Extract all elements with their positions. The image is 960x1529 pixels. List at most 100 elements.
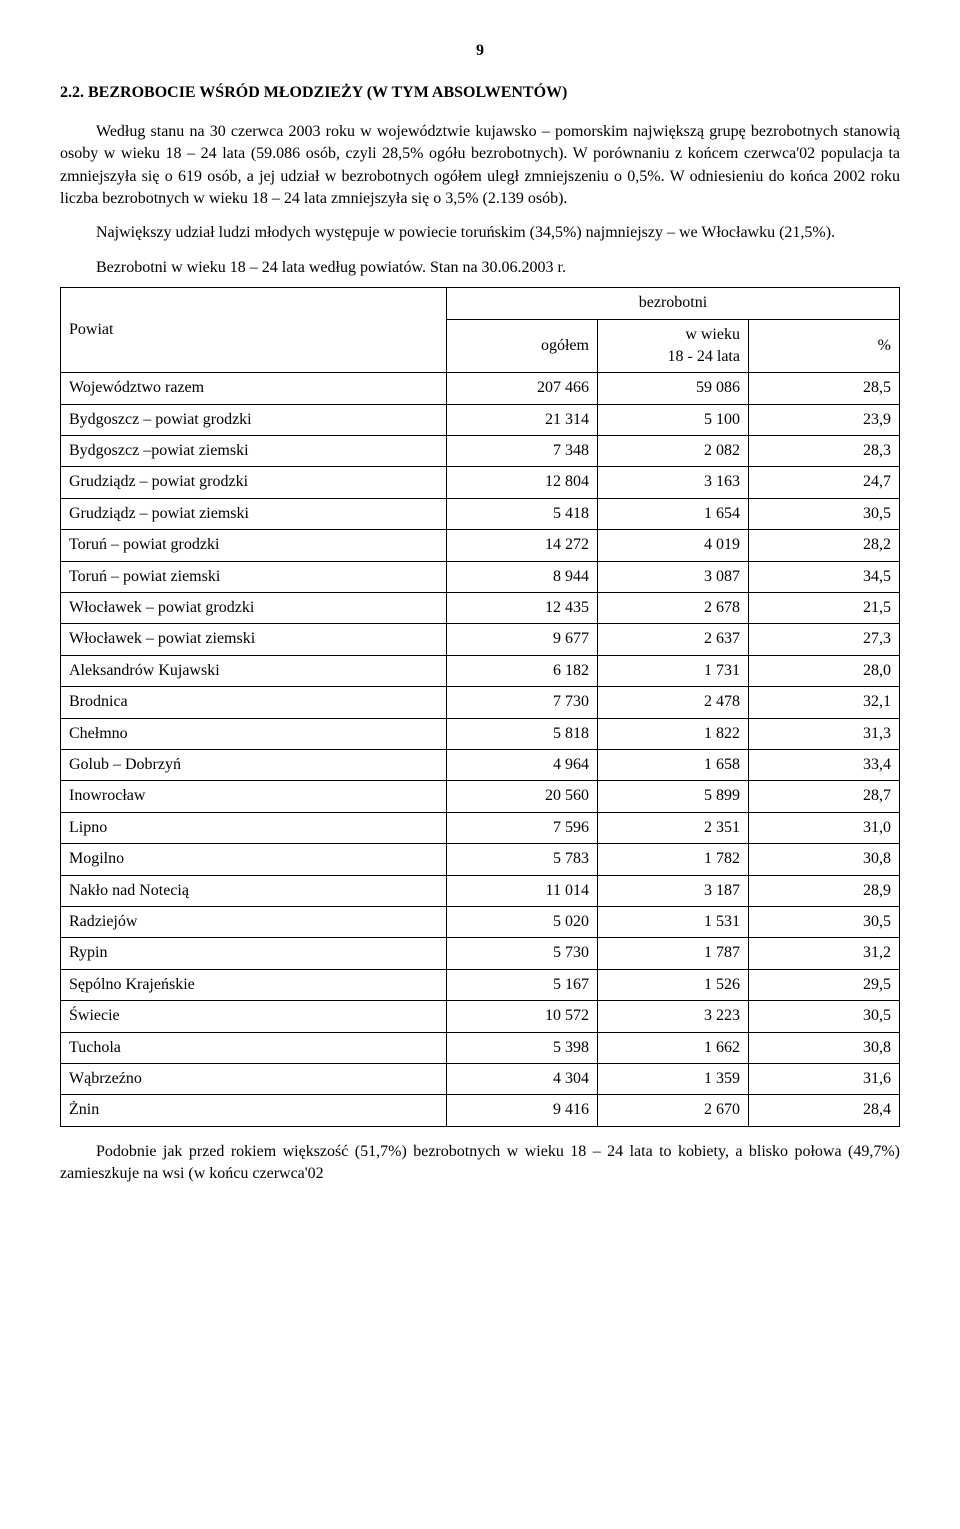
cell-name: Nakło nad Notecią — [61, 875, 447, 906]
th-ogolem: ogółem — [446, 319, 597, 373]
table-row: Rypin5 7301 78731,2 — [61, 938, 900, 969]
table-caption: Bezrobotni w wieku 18 – 24 lata według p… — [60, 257, 900, 279]
cell-wwieku: 2 478 — [597, 687, 748, 718]
cell-name: Włocławek – powiat grodzki — [61, 593, 447, 624]
cell-ogolem: 12 804 — [446, 467, 597, 498]
cell-percent: 31,6 — [748, 1063, 899, 1094]
cell-ogolem: 9 416 — [446, 1095, 597, 1126]
cell-wwieku: 2 670 — [597, 1095, 748, 1126]
cell-name: Toruń – powiat ziemski — [61, 561, 447, 592]
cell-wwieku: 1 822 — [597, 718, 748, 749]
cell-wwieku: 1 531 — [597, 906, 748, 937]
table-row: Tuchola5 3981 66230,8 — [61, 1032, 900, 1063]
cell-wwieku: 2 637 — [597, 624, 748, 655]
table-row: Golub – Dobrzyń4 9641 65833,4 — [61, 749, 900, 780]
table-row: Brodnica7 7302 47832,1 — [61, 687, 900, 718]
cell-ogolem: 21 314 — [446, 404, 597, 435]
cell-name: Żnin — [61, 1095, 447, 1126]
cell-ogolem: 7 730 — [446, 687, 597, 718]
cell-name: Chełmno — [61, 718, 447, 749]
cell-name: Inowrocław — [61, 781, 447, 812]
cell-percent: 30,5 — [748, 1001, 899, 1032]
cell-ogolem: 11 014 — [446, 875, 597, 906]
cell-wwieku: 1 731 — [597, 655, 748, 686]
table-body: Województwo razem207 46659 08628,5Bydgos… — [61, 373, 900, 1126]
paragraph-2: Największy udział ludzi młodych występuj… — [60, 222, 900, 244]
cell-ogolem: 7 596 — [446, 812, 597, 843]
cell-name: Świecie — [61, 1001, 447, 1032]
cell-wwieku: 1 658 — [597, 749, 748, 780]
table-row: Włocławek – powiat ziemski9 6772 63727,3 — [61, 624, 900, 655]
cell-percent: 30,8 — [748, 844, 899, 875]
table-row: Inowrocław20 5605 89928,7 — [61, 781, 900, 812]
th-powiat: Powiat — [61, 288, 447, 373]
cell-ogolem: 5 167 — [446, 969, 597, 1000]
cell-percent: 28,3 — [748, 436, 899, 467]
th-group: bezrobotni — [446, 288, 899, 319]
cell-ogolem: 9 677 — [446, 624, 597, 655]
data-table: Powiat bezrobotni ogółem w wieku 18 - 24… — [60, 287, 900, 1127]
cell-percent: 32,1 — [748, 687, 899, 718]
cell-percent: 30,5 — [748, 498, 899, 529]
cell-percent: 28,7 — [748, 781, 899, 812]
cell-percent: 28,2 — [748, 530, 899, 561]
table-row: Bydgoszcz –powiat ziemski7 3482 08228,3 — [61, 436, 900, 467]
cell-percent: 28,9 — [748, 875, 899, 906]
footer-paragraph: Podobnie jak przed rokiem większość (51,… — [60, 1141, 900, 1186]
cell-percent: 24,7 — [748, 467, 899, 498]
cell-ogolem: 6 182 — [446, 655, 597, 686]
cell-name: Grudziądz – powiat ziemski — [61, 498, 447, 529]
table-row: Radziejów5 0201 53130,5 — [61, 906, 900, 937]
cell-percent: 31,2 — [748, 938, 899, 969]
table-row: Chełmno5 8181 82231,3 — [61, 718, 900, 749]
cell-wwieku: 3 187 — [597, 875, 748, 906]
cell-name: Rypin — [61, 938, 447, 969]
cell-ogolem: 20 560 — [446, 781, 597, 812]
cell-percent: 34,5 — [748, 561, 899, 592]
cell-name: Sępólno Krajeńskie — [61, 969, 447, 1000]
table-row: Świecie10 5723 22330,5 — [61, 1001, 900, 1032]
cell-ogolem: 5 730 — [446, 938, 597, 969]
cell-wwieku: 2 351 — [597, 812, 748, 843]
cell-name: Tuchola — [61, 1032, 447, 1063]
cell-name: Lipno — [61, 812, 447, 843]
cell-ogolem: 4 304 — [446, 1063, 597, 1094]
cell-wwieku: 3 163 — [597, 467, 748, 498]
cell-percent: 33,4 — [748, 749, 899, 780]
cell-wwieku: 1 662 — [597, 1032, 748, 1063]
cell-percent: 29,5 — [748, 969, 899, 1000]
table-row: Toruń – powiat ziemski8 9443 08734,5 — [61, 561, 900, 592]
cell-wwieku: 5 899 — [597, 781, 748, 812]
cell-wwieku: 1 359 — [597, 1063, 748, 1094]
cell-name: Golub – Dobrzyń — [61, 749, 447, 780]
cell-name: Bydgoszcz –powiat ziemski — [61, 436, 447, 467]
cell-percent: 30,8 — [748, 1032, 899, 1063]
cell-name: Toruń – powiat grodzki — [61, 530, 447, 561]
cell-wwieku: 59 086 — [597, 373, 748, 404]
table-row: Toruń – powiat grodzki14 2724 01928,2 — [61, 530, 900, 561]
cell-wwieku: 2 678 — [597, 593, 748, 624]
cell-name: Włocławek – powiat ziemski — [61, 624, 447, 655]
cell-percent: 28,5 — [748, 373, 899, 404]
cell-ogolem: 207 466 — [446, 373, 597, 404]
cell-percent: 31,0 — [748, 812, 899, 843]
cell-percent: 27,3 — [748, 624, 899, 655]
cell-ogolem: 14 272 — [446, 530, 597, 561]
table-row: Bydgoszcz – powiat grodzki21 3145 10023,… — [61, 404, 900, 435]
cell-ogolem: 5 398 — [446, 1032, 597, 1063]
cell-name: Grudziądz – powiat grodzki — [61, 467, 447, 498]
th-percent: % — [748, 319, 899, 373]
cell-percent: 28,4 — [748, 1095, 899, 1126]
cell-ogolem: 5 020 — [446, 906, 597, 937]
table-row: Wąbrzeźno4 3041 35931,6 — [61, 1063, 900, 1094]
table-row: Włocławek – powiat grodzki12 4352 67821,… — [61, 593, 900, 624]
cell-wwieku: 1 782 — [597, 844, 748, 875]
cell-name: Aleksandrów Kujawski — [61, 655, 447, 686]
cell-wwieku: 4 019 — [597, 530, 748, 561]
table-header-row-1: Powiat bezrobotni — [61, 288, 900, 319]
cell-percent: 21,5 — [748, 593, 899, 624]
cell-name: Radziejów — [61, 906, 447, 937]
cell-name: Województwo razem — [61, 373, 447, 404]
cell-wwieku: 1 526 — [597, 969, 748, 1000]
cell-wwieku: 2 082 — [597, 436, 748, 467]
